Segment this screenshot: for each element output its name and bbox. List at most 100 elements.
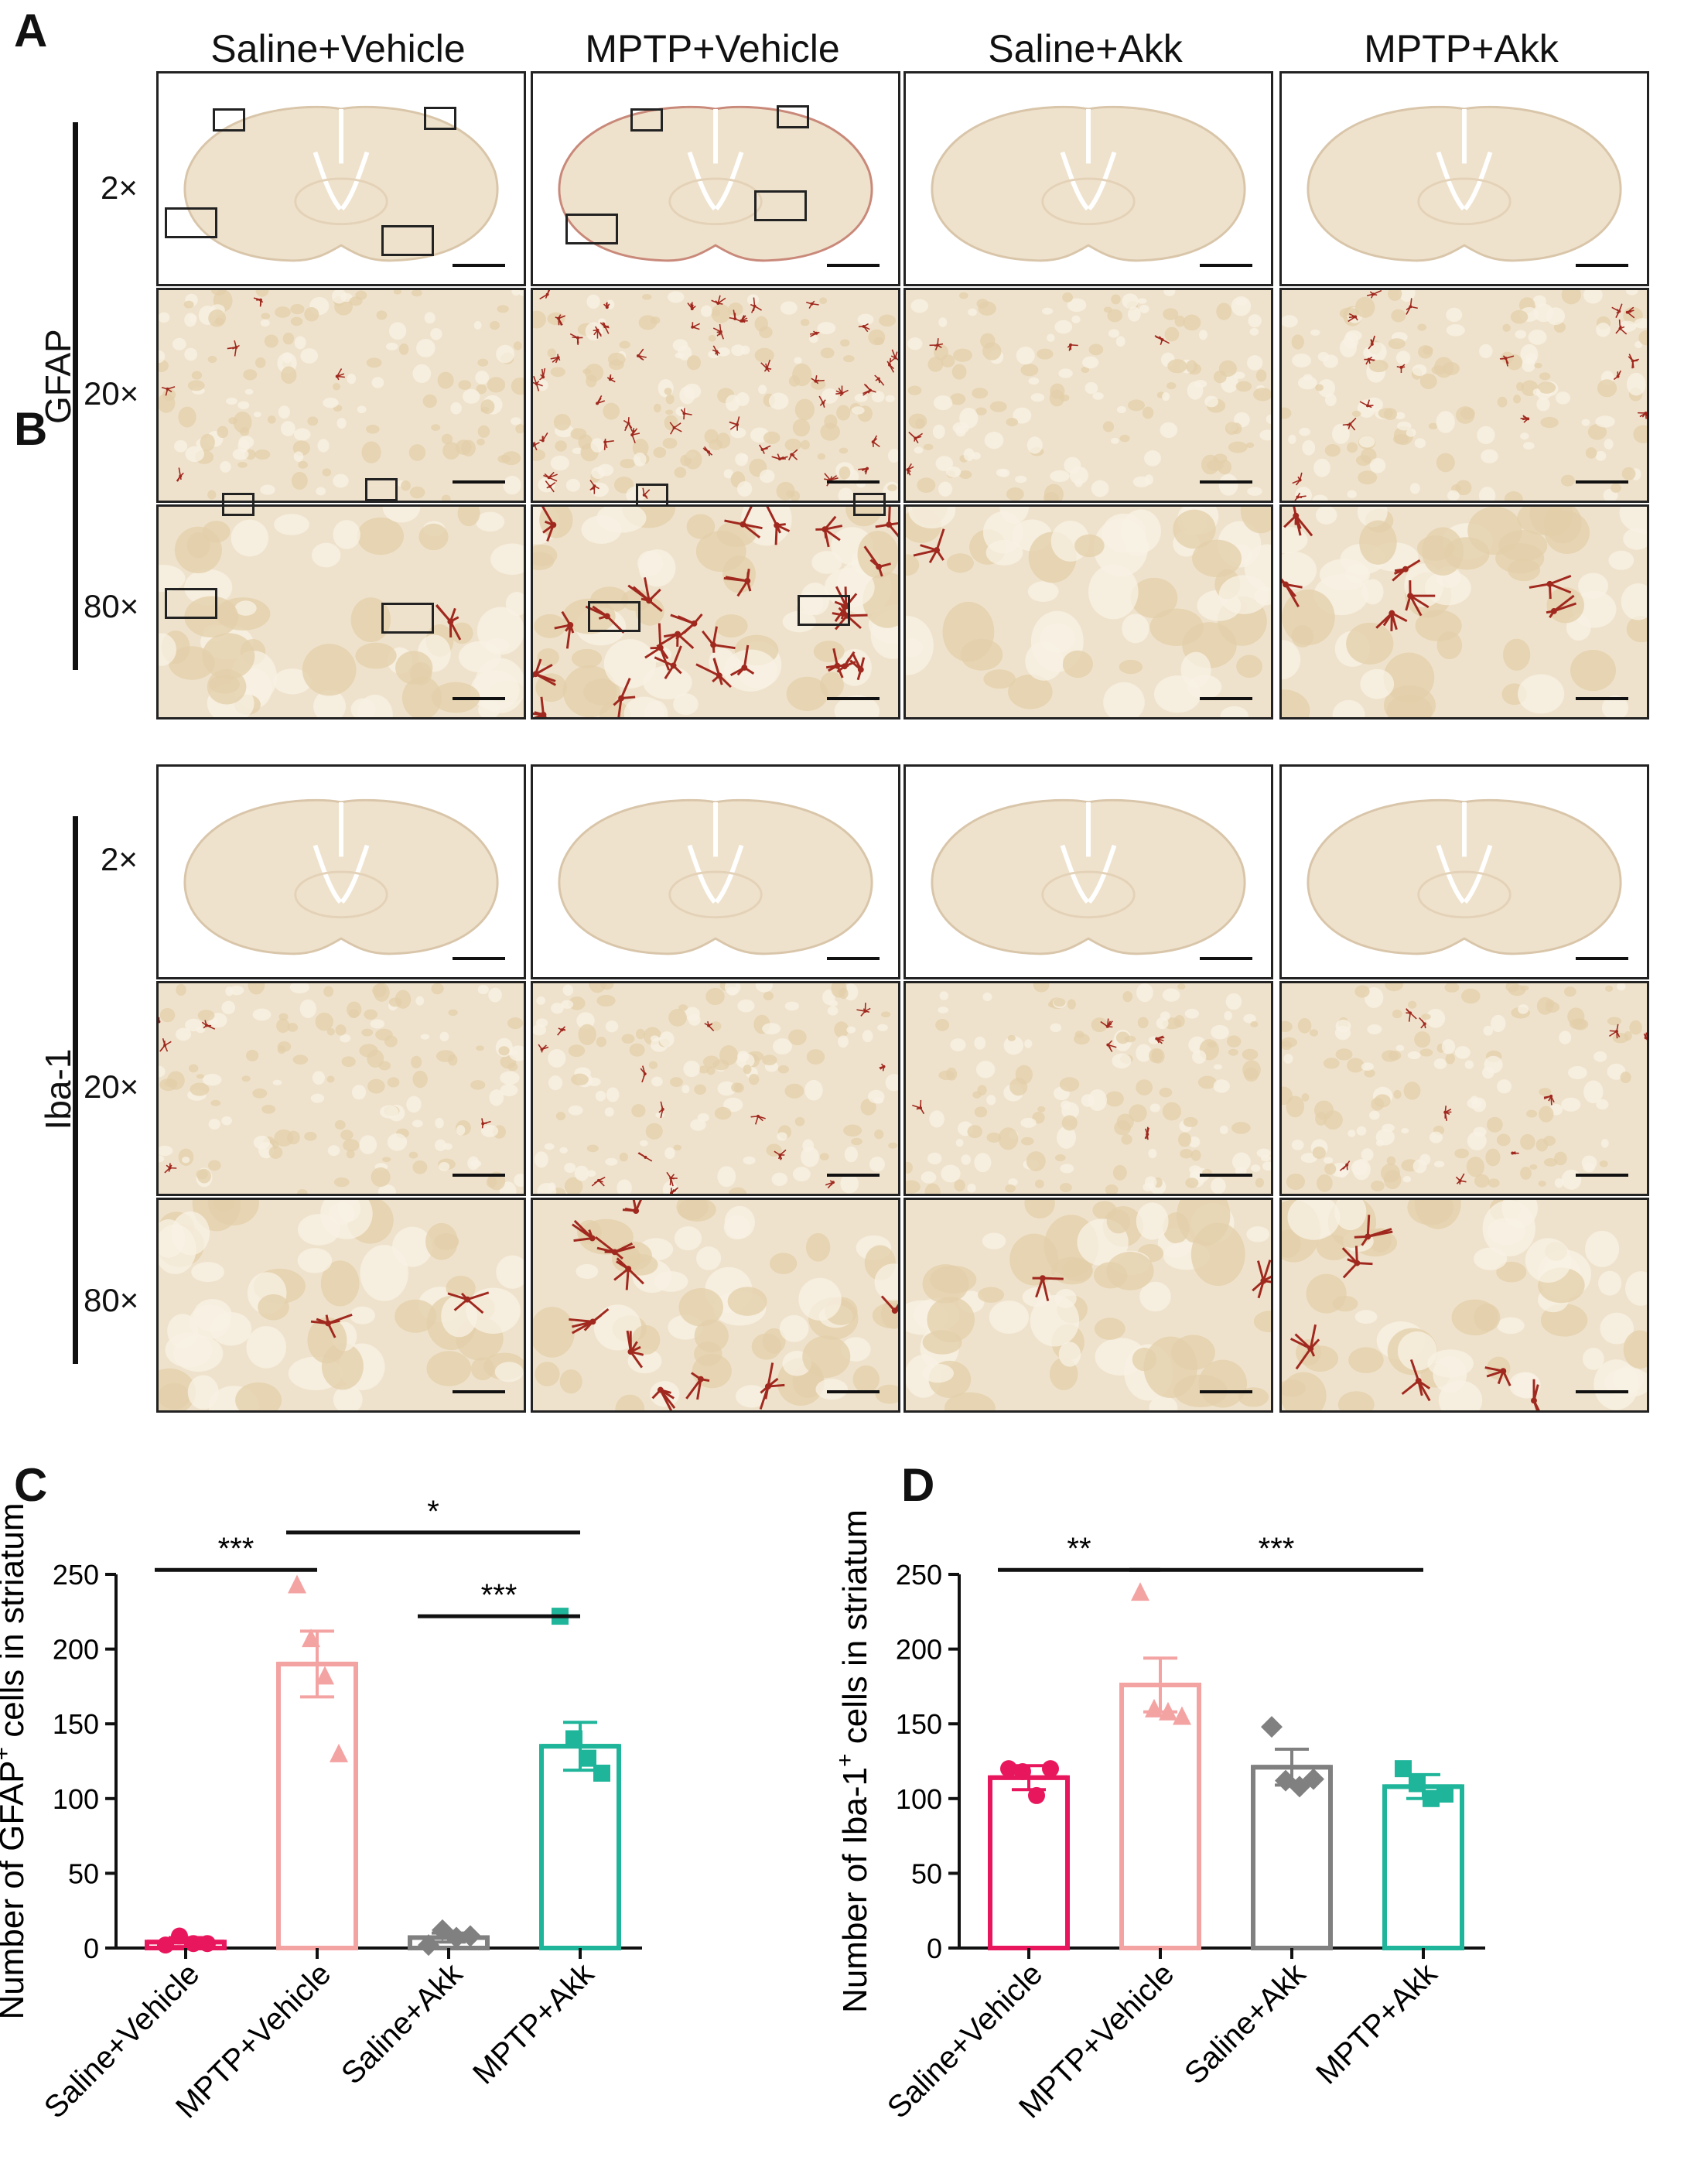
iba1-2x-roi-box [636, 484, 668, 507]
significance-label: *** [481, 1578, 517, 1612]
data-point [1395, 1760, 1412, 1777]
scale-bar [1200, 480, 1252, 484]
y-tick-label: 150 [53, 1708, 99, 1740]
scale-bar [1576, 264, 1628, 267]
iba1-2x-saline-akk-micrograph [903, 764, 1273, 979]
panel-letter-a: A [14, 8, 47, 54]
iba1-2x-roi-box [365, 478, 398, 501]
scale-bar [1576, 1390, 1628, 1393]
data-point [1131, 1582, 1149, 1601]
bar-mptp-vehicle [278, 1664, 356, 1948]
iba1-mag-80x: 80× [84, 1284, 138, 1317]
scale-bar [1200, 1390, 1252, 1393]
scale-bar [827, 1174, 880, 1177]
y-tick-label: 100 [53, 1783, 99, 1815]
gfap-20x-saline-akk-micrograph [903, 288, 1273, 503]
scale-bar [453, 1390, 505, 1393]
y-tick-label: 100 [896, 1783, 942, 1815]
gfap-mag-80x: 80× [84, 590, 138, 623]
y-tick-label: 0 [927, 1933, 942, 1964]
iba1-20x-saline-vehicle-micrograph [156, 981, 526, 1196]
x-tick-label: Saline+Akk [335, 1957, 470, 2091]
iba1-20x-saline-akk-micrograph [903, 981, 1273, 1196]
iba1-20x-mptp-akk-micrograph [1279, 981, 1649, 1196]
data-point [1261, 1716, 1283, 1738]
iba1-2x-mptp-akk-micrograph [1279, 764, 1649, 979]
y-tick-label: 200 [53, 1634, 99, 1666]
x-tick-label: Saline+Akk [1178, 1957, 1313, 2091]
significance-label: *** [1259, 1532, 1295, 1566]
scale-bar [453, 1174, 505, 1177]
scale-bar [1200, 264, 1252, 267]
bar-saline-vehicle [990, 1778, 1067, 1948]
y-tick-label: 250 [53, 1559, 99, 1591]
y-tick-label: 0 [84, 1933, 99, 1964]
scale-bar [827, 957, 880, 960]
data-point [288, 1575, 306, 1594]
y-tick-label: 150 [896, 1708, 942, 1740]
significance-label: *** [218, 1532, 254, 1566]
iba1-2x-mptp-vehicle-micrograph [531, 764, 900, 979]
gfap-20x-roi-box [381, 225, 434, 256]
iba1-80x-mptp-vehicle-micrograph [531, 1198, 900, 1413]
iba1-mag-20x: 20× [84, 1071, 138, 1103]
y-axis-label: Number of Iba-1+ cells in striatum [832, 1509, 874, 2013]
gfap-2x-saline-vehicle-micrograph [156, 71, 526, 286]
gfap-20x-roi-box [754, 190, 807, 221]
gfap-2x-mptp-vehicle-micrograph [531, 71, 900, 286]
chart-c-gfap-bar: 0 50 100 150 200 250 Number of GFAP+ cells in … [0, 1454, 843, 2180]
scale-bar [827, 1390, 880, 1393]
scale-bar [1576, 480, 1628, 484]
bar-mptp-akk [1385, 1786, 1462, 1948]
scale-bar [453, 697, 505, 700]
significance-label: * [427, 1495, 439, 1529]
gfap-2x-saline-akk-micrograph [903, 71, 1273, 286]
scale-bar [827, 264, 880, 267]
scale-bar [1200, 957, 1252, 960]
gfap-2x-roi-box [424, 107, 456, 130]
bar-saline-akk [1253, 1767, 1330, 1948]
significance-label: ** [1067, 1532, 1091, 1566]
scale-bar [1576, 1174, 1628, 1177]
y-axis-label: Number of GFAP+ cells in striatum [0, 1503, 31, 2020]
iba1-80x-mptp-akk-micrograph [1279, 1198, 1649, 1413]
gfap-2x-roi-box [213, 108, 245, 132]
gfap-80x-saline-akk-micrograph [903, 504, 1273, 719]
y-tick-label: 250 [896, 1559, 942, 1591]
scale-bar [453, 957, 505, 960]
iba1-2x-roi-box [853, 493, 886, 516]
iba1-2x-roi-box [222, 493, 254, 516]
iba1-2x-saline-vehicle-micrograph [156, 764, 526, 979]
gfap-20x-saline-vehicle-micrograph [156, 288, 526, 503]
gfap-20x-roi-box [165, 207, 217, 238]
data-point [1409, 1775, 1426, 1792]
gfap-20x-mptp-akk-micrograph [1279, 288, 1649, 503]
data-point [579, 1750, 596, 1767]
iba1-20x-roi-box [165, 588, 217, 619]
scale-bar [1200, 697, 1252, 700]
iba1-side-label: Iba-1 [40, 1047, 76, 1132]
iba1-20x-mptp-vehicle-micrograph [531, 981, 900, 1196]
gfap-20x-mptp-vehicle-micrograph [531, 288, 900, 503]
data-point [565, 1731, 582, 1748]
scale-bar [1576, 697, 1628, 700]
column-heading-mptp-akk: MPTP+Akk [1279, 29, 1643, 68]
data-point [1042, 1760, 1059, 1777]
gfap-side-label: GFAP [40, 339, 76, 424]
y-tick-label: 50 [68, 1858, 99, 1889]
scale-bar [453, 480, 505, 484]
y-tick-label: 200 [896, 1634, 942, 1666]
iba1-20x-roi-box [588, 601, 640, 632]
scale-bar [1576, 957, 1628, 960]
gfap-80x-mptp-akk-micrograph [1279, 504, 1649, 719]
iba1-mag-2x: 2× [101, 843, 138, 876]
column-heading-mptp-vehicle: MPTP+Vehicle [531, 29, 894, 68]
data-point [199, 1935, 216, 1952]
iba1-80x-saline-vehicle-micrograph [156, 1198, 526, 1413]
gfap-mag-20x: 20× [84, 378, 138, 410]
data-point [1028, 1787, 1045, 1804]
gfap-mag-2x: 2× [101, 172, 138, 204]
y-tick-label: 50 [911, 1858, 942, 1889]
iba1-80x-saline-akk-micrograph [903, 1198, 1273, 1413]
gfap-2x-mptp-akk-micrograph [1279, 71, 1649, 286]
